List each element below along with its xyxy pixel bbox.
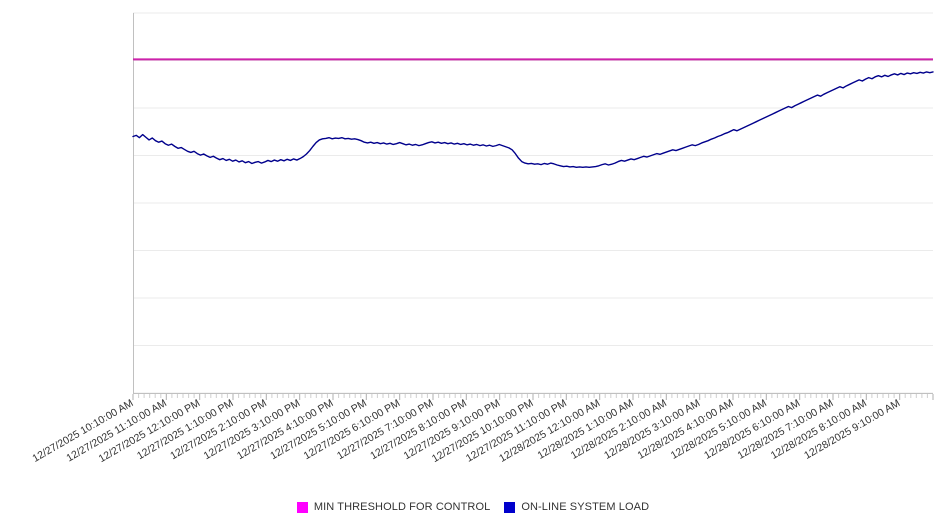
grid-lines [133, 12, 933, 394]
legend-item-min-threshold-for-control[interactable]: MIN THRESHOLD FOR CONTROL [296, 501, 491, 513]
chart-legend: MIN THRESHOLD FOR CONTROL ON-LINE SYSTEM… [0, 496, 946, 518]
legend-swatch-magenta [296, 501, 308, 513]
series-on-line-system-load [132, 71, 934, 168]
legend-item-on-line-system-load[interactable]: ON-LINE SYSTEM LOAD [504, 501, 649, 513]
legend-label-min-threshold-for-control: MIN THRESHOLD FOR CONTROL [313, 501, 491, 513]
legend-swatch-blue [504, 501, 516, 513]
x-axis-ticks [132, 394, 934, 400]
legend-label-on-line-system-load: ON-LINE SYSTEM LOAD [521, 501, 650, 513]
